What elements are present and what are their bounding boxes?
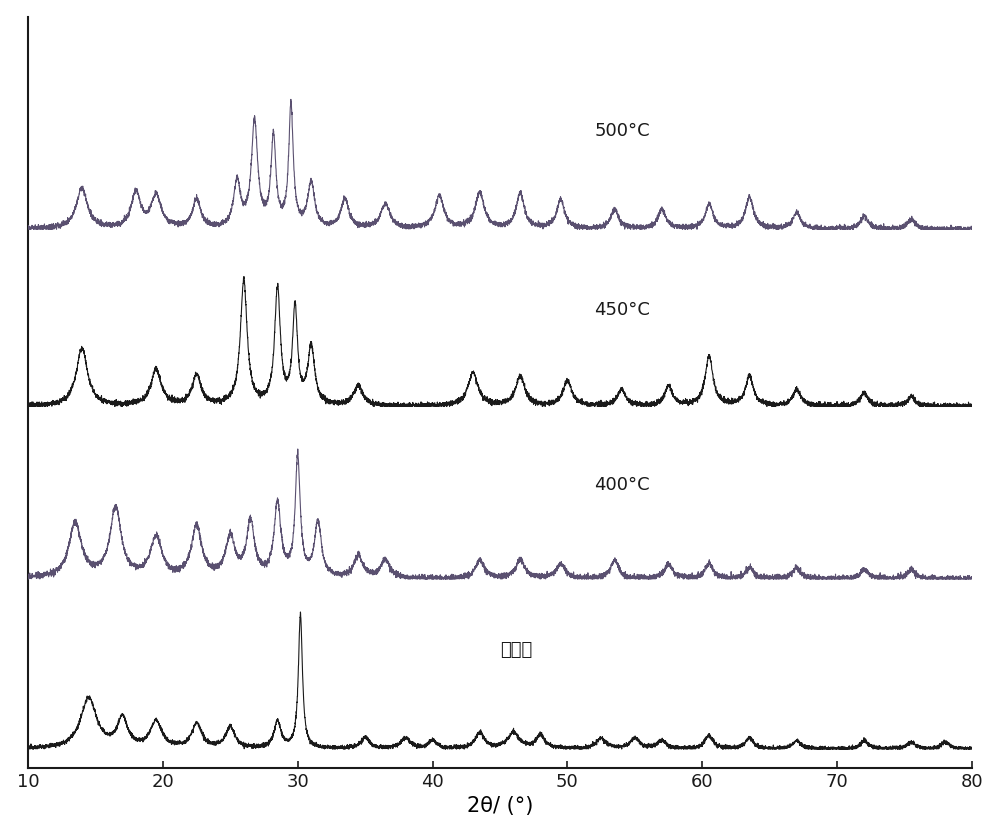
Text: 400°C: 400°C: [594, 476, 650, 494]
Text: 500°C: 500°C: [594, 122, 650, 139]
X-axis label: 2θ/ (°): 2θ/ (°): [467, 796, 533, 816]
Text: 450°C: 450°C: [594, 301, 650, 319]
Text: 前驱体: 前驱体: [500, 641, 532, 659]
